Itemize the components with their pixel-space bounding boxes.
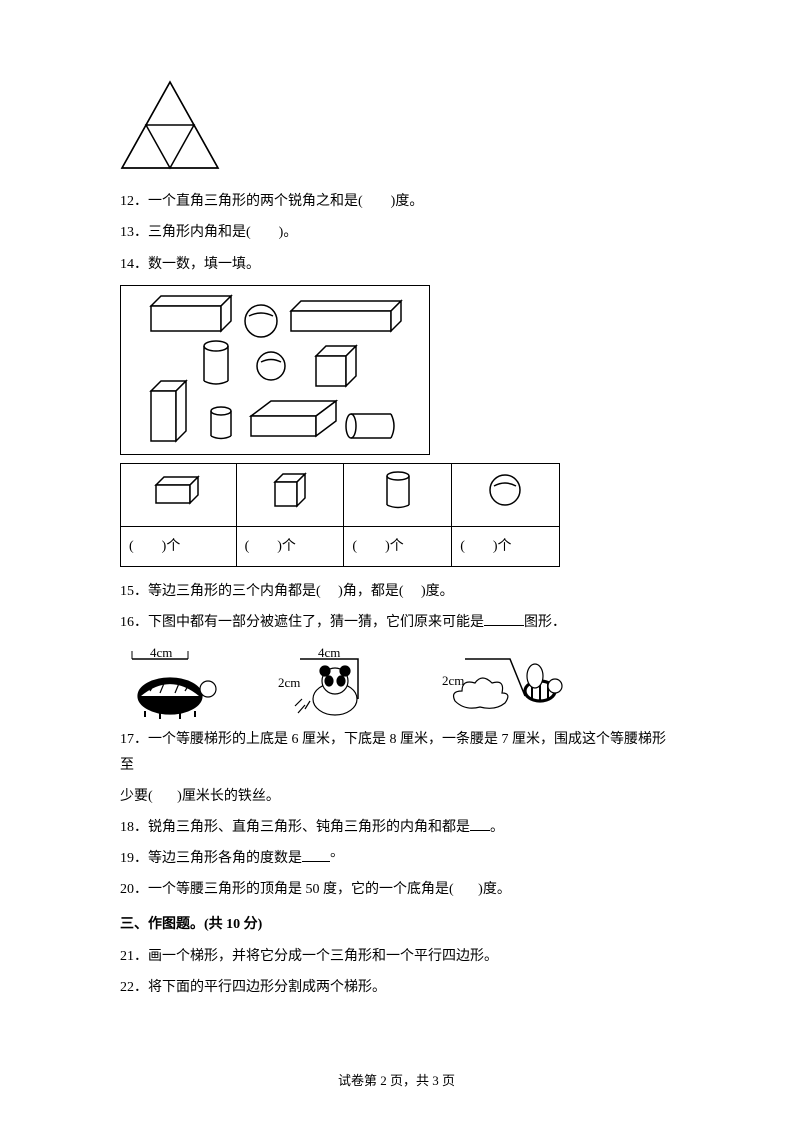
question-15: 15．等边三角形的三个内角都是( )角，都是( )度。 xyxy=(120,579,673,604)
q15-c: )度。 xyxy=(421,584,454,599)
q13-num: 13． xyxy=(120,225,148,240)
q12-num: 12． xyxy=(120,194,148,209)
panda-top-label: 4cm xyxy=(318,641,340,664)
paren-open: ( xyxy=(129,539,134,554)
paren-open: ( xyxy=(245,539,250,554)
cylinder-shape xyxy=(211,407,231,439)
question-17-line2: 少要( )厘米长的铁丝。 xyxy=(120,784,673,809)
panda-side-label: 2cm xyxy=(278,671,300,694)
q17-c: )厘米长的铁丝。 xyxy=(177,789,280,804)
turtle-top-label: 4cm xyxy=(150,641,172,664)
q14-num: 14． xyxy=(120,257,148,272)
paren-open: ( xyxy=(460,539,465,554)
section-3-title: 三、作图题。(共 10 分) xyxy=(120,912,673,937)
hidden-shapes-figures: 4cm 4cm 2cm xyxy=(120,641,673,721)
q15-a: 等边三角形的三个内角都是( xyxy=(148,584,321,599)
question-19: 19．等边三角形各角的度数是 ° xyxy=(120,846,673,871)
paren-close-ge: )个 xyxy=(162,539,181,554)
q19-num: 19． xyxy=(120,851,148,866)
q19-b: ° xyxy=(330,851,336,866)
count-cell: ( )个 xyxy=(236,526,344,566)
page-footer: 试卷第 2 页，共 3 页 xyxy=(0,1069,793,1092)
table-cell-cube xyxy=(236,463,344,526)
cube-icon xyxy=(265,468,315,513)
q21-num: 21． xyxy=(120,949,148,964)
table-icon-row xyxy=(121,463,560,526)
table-cell-cylinder xyxy=(344,463,452,526)
panda-figure: 4cm 2cm xyxy=(280,641,410,721)
table-cell-cuboid xyxy=(121,463,237,526)
cuboid-shape xyxy=(151,381,186,441)
bee-side-label: 2cm xyxy=(442,669,464,692)
q17-b: 少要( xyxy=(120,789,153,804)
bee-icon xyxy=(524,664,562,702)
question-20: 20．一个等腰三角形的顶角是 50 度，它的一个底角是( )度。 xyxy=(120,877,673,902)
cube-shape xyxy=(316,346,356,386)
question-13: 13．三角形内角和是( )。 xyxy=(120,220,673,245)
panda-icon xyxy=(295,666,357,715)
q20-num: 20． xyxy=(120,882,148,897)
turtle-figure: 4cm xyxy=(120,641,250,721)
shapes-collection-box xyxy=(120,285,430,455)
q20-b: )度。 xyxy=(478,882,511,897)
blank-line xyxy=(302,848,330,862)
q22-text: 将下面的平行四边形分割成两个梯形。 xyxy=(148,980,386,995)
q18-a: 锐角三角形、直角三角形、钝角三角形的内角和都是 xyxy=(148,820,470,835)
blank-line xyxy=(470,817,490,831)
shapes-count-table: ( )个 ( )个 ( )个 ( )个 xyxy=(120,463,560,567)
triangle-nest-figure xyxy=(120,80,673,179)
question-12: 12．一个直角三角形的两个锐角之和是( )度。 xyxy=(120,189,673,214)
blank-line xyxy=(484,612,524,626)
question-21: 21．画一个梯形，并将它分成一个三角形和一个平行四边形。 xyxy=(120,944,673,969)
q13-text-b: )。 xyxy=(279,225,298,240)
q14-text: 数一数，填一填。 xyxy=(148,257,260,272)
sphere-shape xyxy=(245,305,277,337)
q15-num: 15． xyxy=(120,584,148,599)
count-cell: ( )个 xyxy=(452,526,560,566)
cuboid-shape xyxy=(151,296,231,331)
sphere-shape xyxy=(257,352,285,380)
q12-text-a: 一个直角三角形的两个锐角之和是( xyxy=(148,194,363,209)
q16-num: 16． xyxy=(120,615,148,630)
q12-text-b: )度。 xyxy=(391,194,424,209)
cylinder-shape xyxy=(346,414,394,438)
q16-b: 图形． xyxy=(524,615,566,630)
q19-a: 等边三角形各角的度数是 xyxy=(148,851,302,866)
question-18: 18．锐角三角形、直角三角形、钝角三角形的内角和都是 。 xyxy=(120,815,673,840)
turtle-icon xyxy=(138,678,216,719)
question-17: 17．一个等腰梯形的上底是 6 厘米，下底是 8 厘米，一条腰是 7 厘米，围成… xyxy=(120,727,673,777)
cylinder-shape xyxy=(204,341,228,384)
q21-text: 画一个梯形，并将它分成一个三角形和一个平行四边形。 xyxy=(148,949,498,964)
question-14: 14．数一数，填一填。 xyxy=(120,252,673,277)
paren-close-ge: )个 xyxy=(277,539,296,554)
count-cell: ( )个 xyxy=(344,526,452,566)
q17-a: 一个等腰梯形的上底是 6 厘米，下底是 8 厘米，一条腰是 7 厘米，围成这个等… xyxy=(120,732,666,772)
bee-figure: 2cm xyxy=(440,641,570,721)
q20-a: 一个等腰三角形的顶角是 50 度，它的一个底角是( xyxy=(148,882,454,897)
q18-num: 18． xyxy=(120,820,148,835)
question-16: 16．下图中都有一部分被遮住了，猜一猜，它们原来可能是 图形． xyxy=(120,610,673,635)
cuboid-shape xyxy=(251,401,336,436)
q16-a: 下图中都有一部分被遮住了，猜一猜，它们原来可能是 xyxy=(148,615,484,630)
paren-close-ge: )个 xyxy=(493,539,512,554)
inner-triangles xyxy=(122,82,218,168)
question-22: 22．将下面的平行四边形分割成两个梯形。 xyxy=(120,975,673,1000)
count-cell: ( )个 xyxy=(121,526,237,566)
table-cell-sphere xyxy=(452,463,560,526)
cuboid-shape xyxy=(291,301,401,331)
q18-b: 。 xyxy=(490,820,504,835)
paren-close-ge: )个 xyxy=(385,539,404,554)
q13-text-a: 三角形内角和是( xyxy=(148,225,251,240)
q15-b: )角，都是( xyxy=(338,584,403,599)
table-count-row: ( )个 ( )个 ( )个 ( )个 xyxy=(121,526,560,566)
cuboid-icon xyxy=(148,470,208,510)
sphere-icon xyxy=(483,468,528,513)
paren-open: ( xyxy=(352,539,357,554)
q17-num: 17． xyxy=(120,732,148,747)
q22-num: 22． xyxy=(120,980,148,995)
cylinder-icon xyxy=(378,468,418,513)
